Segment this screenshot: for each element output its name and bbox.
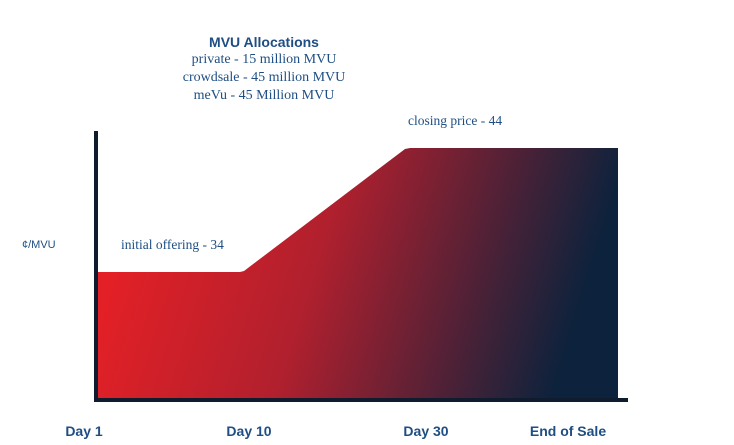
allocations-title: MVU Allocations: [209, 34, 319, 50]
annotation-initial-offering: initial offering - 34: [121, 237, 224, 252]
allocation-line-private: private - 15 million MVU: [191, 52, 337, 67]
x-tick-label: End of Sale: [530, 423, 606, 439]
annotation-closing-price: closing price - 44: [408, 113, 502, 128]
allocation-line-crowdsale: crowdsale - 45 million MVU: [182, 70, 346, 85]
y-axis-label: ¢/MVU: [22, 239, 56, 251]
allocations-block: MVU Allocations private - 15 million MVU…: [150, 33, 378, 105]
x-tick-label: Day 30: [403, 423, 448, 439]
annotations: initial offering - 34 closing price - 44: [121, 113, 502, 252]
x-tick-labels: Day 1 Day 10 Day 30 End of Sale: [65, 423, 606, 439]
allocation-line-mevu: meVu - 45 Million MVU: [193, 88, 335, 103]
x-tick-label: Day 1: [65, 423, 103, 439]
price-area: [97, 148, 618, 399]
x-tick-label: Day 10: [226, 423, 271, 439]
